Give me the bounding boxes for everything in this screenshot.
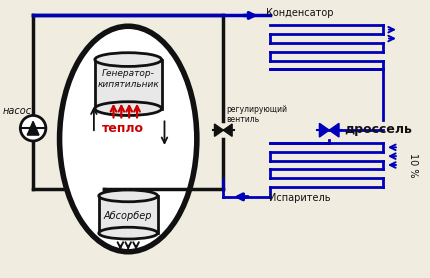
Polygon shape: [27, 121, 39, 135]
Text: 10 %: 10 %: [408, 153, 418, 177]
Text: Испаритель: Испаритель: [269, 193, 331, 203]
Bar: [95, 59, 162, 109]
Text: тепло: тепло: [102, 122, 144, 135]
Ellipse shape: [95, 53, 162, 66]
Bar: [99, 196, 158, 233]
Polygon shape: [329, 123, 339, 137]
Text: регулирующий
вентиль: регулирующий вентиль: [226, 105, 287, 124]
Text: Абсорбер: Абсорбер: [104, 212, 153, 222]
Text: Генератор-
кипятильник: Генератор- кипятильник: [97, 70, 159, 89]
Ellipse shape: [99, 227, 158, 239]
Circle shape: [20, 115, 46, 141]
Ellipse shape: [60, 26, 197, 252]
Polygon shape: [215, 124, 223, 136]
Text: Конденсатор: Конденсатор: [266, 9, 334, 19]
Text: насос: насос: [3, 106, 32, 116]
Ellipse shape: [99, 190, 158, 202]
Text: дроссель: дроссель: [344, 123, 412, 136]
Polygon shape: [223, 124, 232, 136]
Ellipse shape: [95, 102, 162, 115]
Polygon shape: [319, 123, 329, 137]
